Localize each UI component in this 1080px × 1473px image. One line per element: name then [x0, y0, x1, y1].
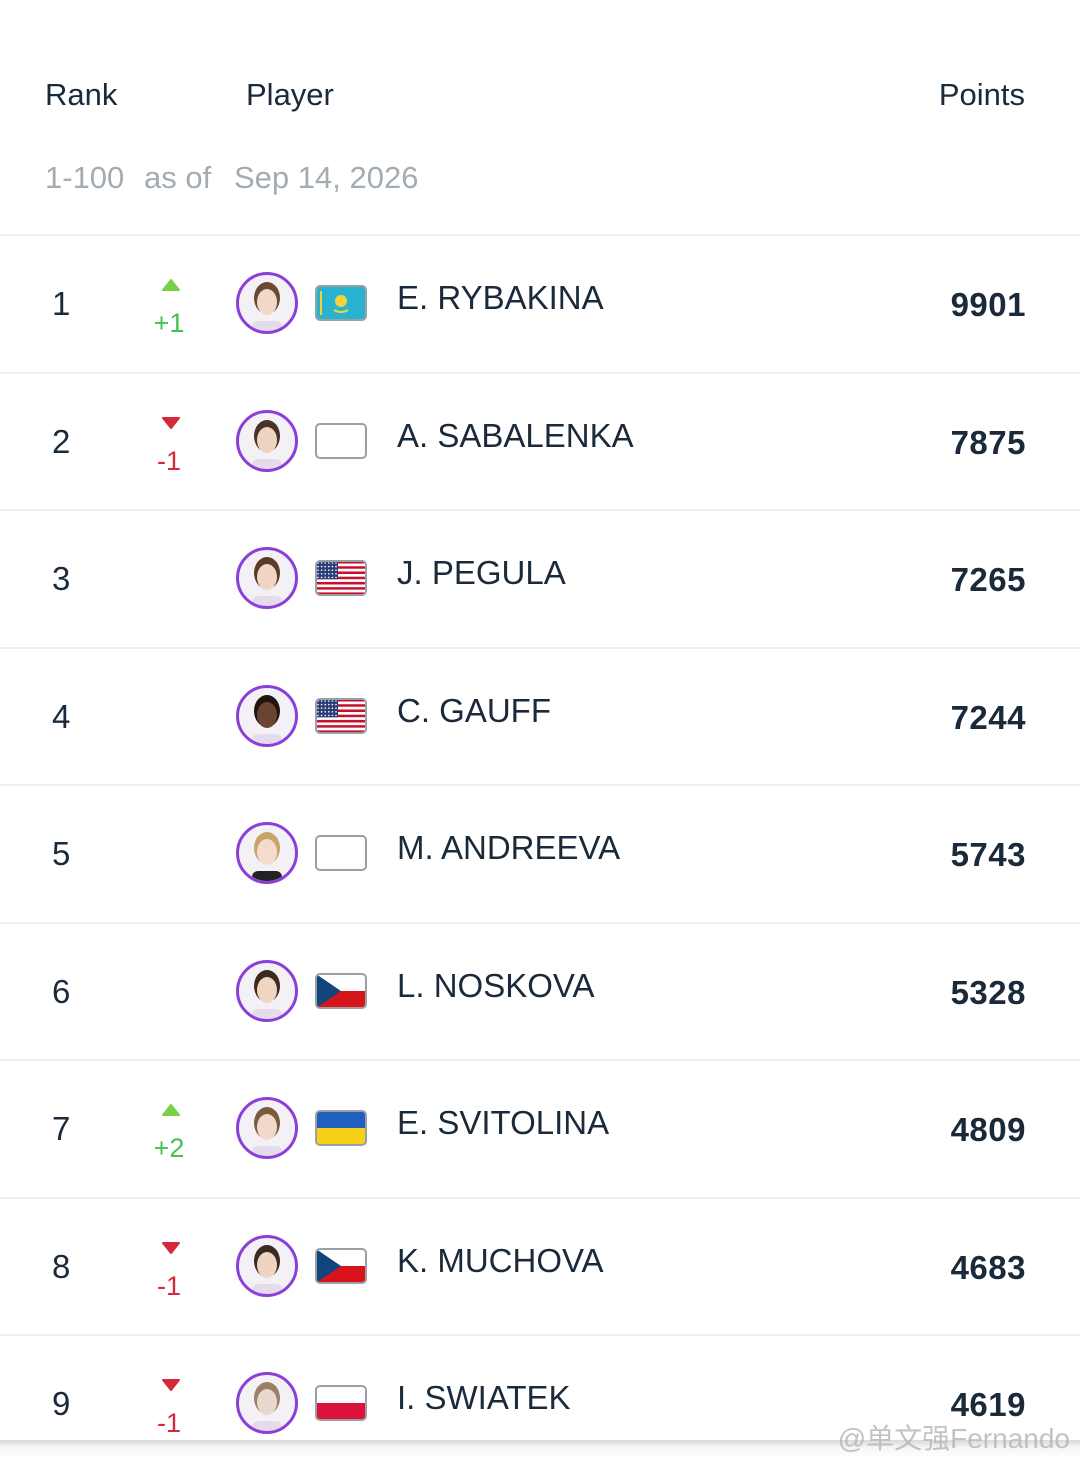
player-avatar [235, 1371, 299, 1435]
player-points: 4683 [950, 1248, 1026, 1286]
player-name: C. GAUFF [397, 691, 551, 729]
player-avatar [235, 1234, 299, 1298]
player-points: 4619 [950, 1386, 1026, 1423]
player-avatar [235, 959, 299, 1023]
player-points: 9901 [950, 286, 1026, 323]
player-name: K. MUCHOVA [397, 1241, 604, 1279]
country-flag [315, 422, 367, 460]
country-flag [315, 559, 367, 597]
rank-change: -1 [156, 1270, 181, 1301]
range: 1-100 [45, 160, 125, 195]
watermark: @单文强Fernando [837, 1423, 1070, 1454]
rank: 4 [52, 697, 71, 735]
rank: 3 [52, 560, 71, 597]
down-arrow [162, 416, 180, 429]
ranking-row[interactable]: 1 +1 E. RYBAKINA 9901 [0, 234, 1080, 373]
rank-change: +1 [153, 308, 185, 338]
country-flag [315, 972, 367, 1010]
country-flag [315, 834, 367, 872]
down-arrow [162, 1241, 180, 1254]
player-avatar [235, 684, 299, 748]
player-name: E. SVITOLINA [397, 1104, 610, 1141]
player-avatar [235, 409, 299, 473]
player-name: A. SABALENKA [397, 416, 634, 454]
player-points: 5743 [950, 836, 1026, 873]
rank-change: +2 [153, 1133, 185, 1163]
player-points: 7244 [950, 698, 1026, 736]
date: Sep 14, 2026 [234, 160, 419, 195]
up-arrow [162, 1103, 180, 1116]
player-header: Player [246, 77, 334, 112]
rank: 2 [52, 422, 71, 460]
rank-change: -1 [156, 445, 181, 476]
rank: 6 [52, 972, 71, 1010]
player-points: 5328 [950, 973, 1026, 1011]
player-name: J. PEGULA [397, 554, 566, 591]
player-avatar [235, 1096, 299, 1160]
ranking-row[interactable]: 5 M. ANDREEVA 5743 [0, 784, 1080, 923]
player-avatar [235, 546, 299, 610]
player-points: 4809 [950, 1111, 1026, 1148]
ranking-row[interactable]: 8 -1 K. MUCHOVA 4683 [0, 1196, 1080, 1336]
country-flag [315, 1247, 367, 1285]
rank-change: -1 [156, 1408, 181, 1438]
country-flag [315, 1109, 367, 1147]
ranking-row[interactable]: 9 -1 I. SWIATEK 4619 [0, 1334, 1080, 1473]
player-points: 7875 [950, 423, 1026, 461]
country-flag [315, 697, 367, 735]
player-name: L. NOSKOVA [397, 966, 595, 1004]
rank: 1 [52, 285, 71, 322]
player-name: E. RYBAKINA [397, 279, 604, 316]
rank: 9 [52, 1385, 71, 1422]
ranking-row[interactable]: 7 +2 E. SVITOLINA 4809 [0, 1059, 1080, 1198]
ranking-row[interactable]: 6 L. NOSKOVA 5328 [0, 921, 1080, 1061]
country-flag [315, 1384, 367, 1422]
player-name: M. ANDREEVA [397, 829, 621, 866]
points-header: Points [938, 77, 1025, 112]
player-avatar [235, 271, 299, 335]
ranking-row[interactable]: 2 -1 A. SABALENKA 7875 [0, 371, 1080, 511]
rank-header: Rank [45, 77, 118, 112]
player-points: 7265 [950, 561, 1026, 598]
country-flag [315, 284, 367, 322]
ranking-row[interactable]: 3 J. PEGULA 7265 [0, 509, 1080, 648]
bottom-shadow [0, 1440, 1080, 1459]
rank: 8 [52, 1247, 71, 1285]
rank: 5 [52, 835, 71, 872]
as-of: as of [144, 160, 212, 195]
down-arrow [162, 1378, 180, 1391]
player-avatar [235, 821, 299, 885]
rank: 7 [52, 1110, 71, 1147]
up-arrow [162, 278, 180, 291]
player-name: I. SWIATEK [397, 1379, 571, 1416]
ranking-row[interactable]: 4 C. GAUFF 7244 [0, 646, 1080, 786]
